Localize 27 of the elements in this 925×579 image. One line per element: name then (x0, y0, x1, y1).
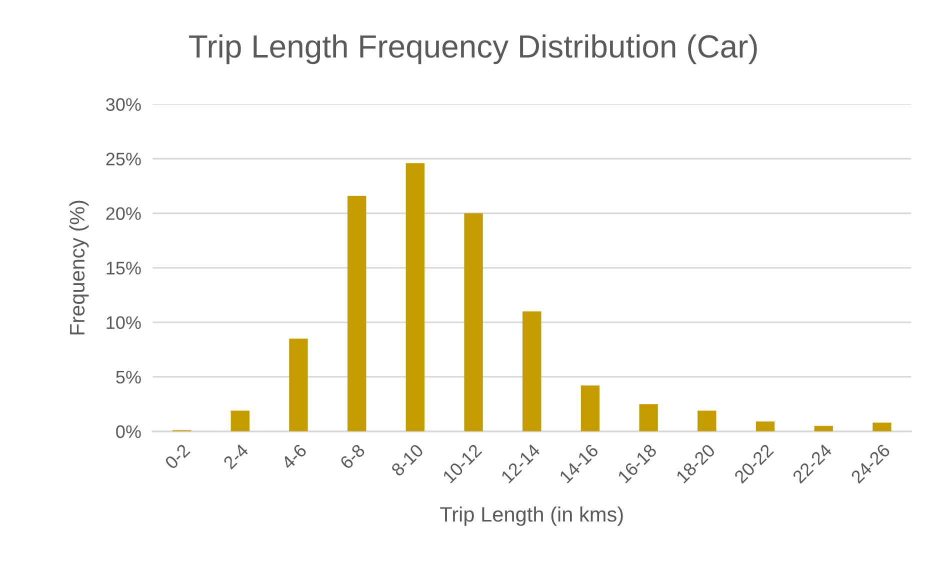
y-tick-label: 10% (106, 316, 141, 330)
bar (872, 422, 892, 432)
x-tick-label: 0-2 (164, 443, 191, 470)
bar (814, 426, 833, 432)
chart-title: Trip Length Frequency Distribution (Car) (189, 34, 757, 64)
y-tick-label: 20% (106, 207, 141, 220)
bar (698, 410, 716, 432)
bar (580, 386, 600, 432)
bar (522, 311, 542, 432)
bar (406, 163, 425, 432)
x-tick-label: 4-6 (280, 443, 308, 470)
bar (464, 213, 483, 432)
bar (289, 338, 308, 432)
y-tick-label: 0% (116, 425, 141, 438)
x-axis-title: Trip Length (in kms) (440, 506, 623, 526)
bar (348, 196, 366, 432)
y-tick-label: 5% (116, 370, 141, 384)
bar (756, 422, 775, 432)
y-tick-label: 15% (106, 262, 141, 275)
bar (230, 410, 250, 432)
y-axis-title: Frequency (%) (69, 200, 89, 334)
x-tick-label: 8-10 (390, 443, 424, 477)
y-tick-label: 25% (106, 152, 141, 166)
x-tick-label: 6-8 (339, 443, 366, 470)
bar (639, 404, 658, 432)
x-tick-label: 2-4 (222, 443, 250, 470)
y-tick-label: 30% (106, 98, 141, 111)
